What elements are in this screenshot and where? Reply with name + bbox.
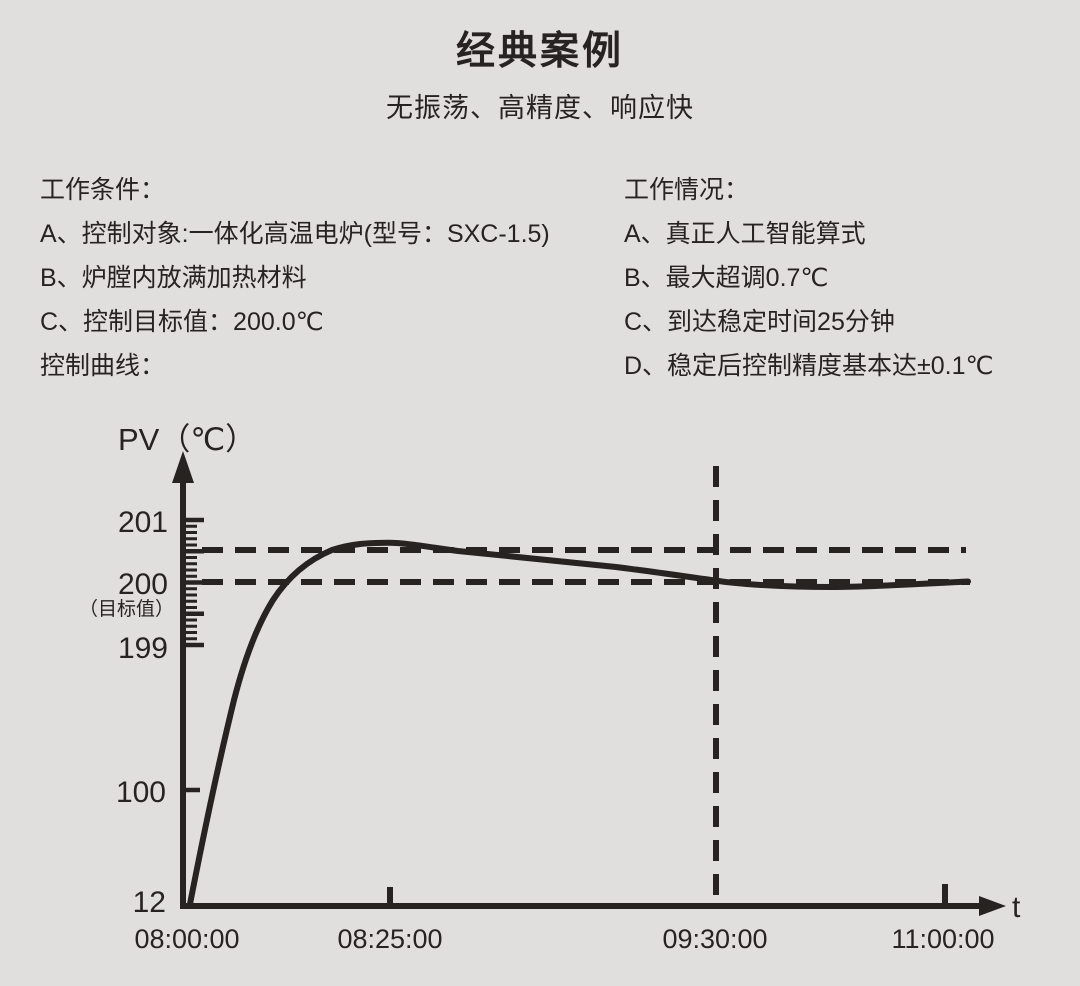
x-axis-label: 08:00:00: [134, 924, 239, 954]
y-axis-label: 199: [118, 632, 168, 665]
y-axis-label: 200: [118, 568, 168, 601]
result-item-a: A、真正人工智能算式: [624, 220, 866, 248]
result-item-d: D、稳定后控制精度基本达±0.1℃: [624, 352, 994, 380]
x-axis-label: 08:25:00: [337, 924, 442, 954]
y-axis-arrow-icon: [172, 451, 194, 483]
y-axis-label: 201: [118, 506, 168, 539]
y-axis-title: PV（℃）: [118, 422, 256, 457]
page-subtitle: 无振荡、高精度、响应快: [386, 93, 694, 123]
control-curve-caption: 控制曲线：: [40, 352, 166, 380]
result-item-c: C、到达稳定时间25分钟: [624, 308, 895, 336]
conditions-heading: 工作条件：: [40, 176, 166, 204]
page-title: 经典案例: [455, 30, 624, 73]
x-axis-title: t: [1012, 891, 1021, 924]
y-axis-label: 100: [116, 776, 166, 809]
condition-item-b: B、炉膛内放满加热材料: [40, 264, 307, 292]
working-conditions-panel: 工作条件： A、控制对象:一体化高温电炉(型号：SXC-1.5) B、炉膛内放满…: [40, 168, 550, 388]
result-item-b: B、最大超调0.7℃: [624, 264, 829, 292]
x-axis-arrow-icon: [979, 896, 1006, 916]
pv-curve: [187, 539, 971, 907]
x-axis-label: 11:00:00: [891, 924, 994, 954]
y-axis-label: 12: [133, 886, 166, 919]
working-results-panel: 工作情况： A、真正人工智能算式 B、最大超调0.7℃ C、到达稳定时间25分钟…: [624, 168, 994, 388]
condition-item-c: C、控制目标值：200.0℃: [40, 308, 324, 336]
results-heading: 工作情况：: [624, 176, 750, 204]
y-axis-label: （目标值）: [79, 598, 174, 620]
x-axis-label: 09:30:00: [662, 924, 767, 954]
condition-item-a: A、控制对象:一体化高温电炉(型号：SXC-1.5): [40, 220, 550, 248]
